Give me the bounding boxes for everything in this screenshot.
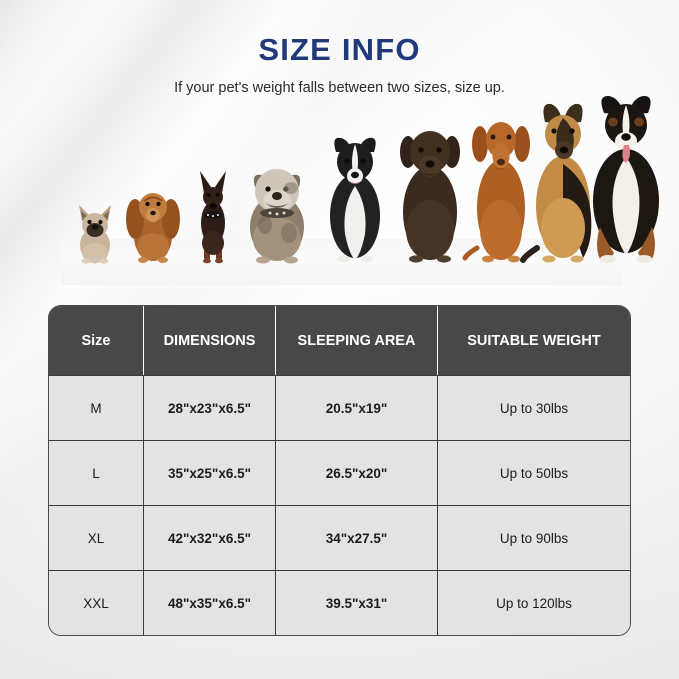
table-row: XL 42"x32"x6.5" 34"x27.5" Up to 90lbs (49, 505, 630, 570)
dog-vizsla (462, 108, 537, 263)
dog-english-bulldog (238, 155, 316, 264)
cell-suitable-weight: Up to 90lbs (499, 530, 569, 546)
dog-german-shepherd (520, 98, 603, 263)
dog-french-bulldog (70, 191, 120, 264)
cell-size: L (49, 441, 144, 505)
cell-size: XL (49, 506, 144, 570)
column-header-sleeping-area: SLEEPING AREA (276, 306, 438, 375)
dog-miniature-pinscher (187, 167, 239, 264)
header-block: SIZE INFO If your pet's weight falls bet… (0, 30, 679, 99)
column-header-size: Size (49, 306, 144, 375)
page-title: SIZE INFO (258, 32, 421, 67)
table-header-row: Size DIMENSIONS SLEEPING AREA SUITABLE W… (49, 306, 630, 375)
dog-size-photo (62, 95, 659, 285)
page-subtitle: If your pet's weight falls between two s… (174, 80, 505, 96)
cell-size: M (49, 376, 144, 440)
cell-suitable-weight: Up to 120lbs (496, 595, 572, 611)
dog-chocolate-labrador (391, 118, 469, 263)
cell-dimensions: 35"x25"x6.5" (144, 441, 276, 505)
cell-dimensions: 48"x35"x6.5" (144, 571, 276, 635)
column-header-dimensions: DIMENSIONS (144, 306, 276, 375)
table-row: M 28"x23"x6.5" 20.5"x19" Up to 30lbs (49, 375, 630, 440)
cell-sleeping-area: 34"x27.5" (276, 506, 438, 570)
cell-suitable-weight: Up to 50lbs (499, 465, 569, 481)
dog-cavalier-king-charles-spaniel (124, 175, 182, 263)
dog-border-collie (319, 128, 391, 263)
table-row: XXL 48"x35"x6.5" 39.5"x31" Up to 120lbs (49, 570, 630, 635)
cell-dimensions: 42"x32"x6.5" (144, 506, 276, 570)
table-row: L 35"x25"x6.5" 26.5"x20" Up to 50lbs (49, 440, 630, 505)
cell-suitable-weight: Up to 30lbs (499, 400, 569, 416)
cell-dimensions: 28"x23"x6.5" (144, 376, 276, 440)
size-info-table: Size DIMENSIONS SLEEPING AREA SUITABLE W… (48, 305, 631, 636)
cell-sleeping-area: 26.5"x20" (276, 441, 438, 505)
cell-sleeping-area: 39.5"x31" (276, 571, 438, 635)
cell-sleeping-area: 20.5"x19" (276, 376, 438, 440)
dog-bernese-mountain-dog (580, 91, 672, 263)
cell-size: XXL (49, 571, 144, 635)
column-header-suitable-weight: SUITABLE WEIGHT (467, 332, 601, 349)
